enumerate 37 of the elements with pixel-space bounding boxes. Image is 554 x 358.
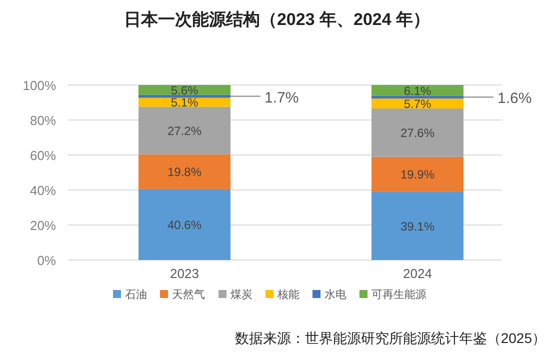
- y-tick-label: 60%: [30, 148, 56, 163]
- data-label: 19.8%: [167, 165, 202, 180]
- data-label: 5.7%: [404, 96, 432, 111]
- legend-label: 石油: [125, 288, 147, 301]
- y-tick-label: 80%: [30, 113, 56, 128]
- bar: [138, 188, 230, 260]
- source-note: 数据来源：世界能源研究所能源统计年鉴（2025）: [234, 330, 546, 346]
- y-tick-label: 20%: [30, 218, 56, 233]
- data-label: 39.1%: [400, 219, 435, 234]
- y-tick-label: 0%: [37, 253, 56, 268]
- data-label: 5.1%: [170, 96, 198, 110]
- data-label: 6.1%: [404, 84, 432, 98]
- legend-label: 天然气: [172, 289, 205, 301]
- legend-label: 水电: [324, 288, 346, 301]
- data-label: 40.6%: [167, 218, 202, 232]
- bar: [372, 192, 464, 260]
- data-label: 19.9%: [400, 168, 435, 182]
- x-tick-label: 2023: [170, 266, 199, 281]
- legend-label: 核能: [276, 288, 300, 301]
- bar: [372, 108, 464, 157]
- legend-label: 可再生能源: [372, 288, 426, 301]
- data-label: 27.2%: [167, 124, 202, 138]
- data-label: 5.6%: [170, 83, 198, 98]
- chart-title: 日本一次能源结构（2023 年、2024 年）: [124, 10, 430, 29]
- data-label: 1.6%: [498, 90, 532, 108]
- x-tick-label: 2024: [403, 266, 432, 281]
- bar: [138, 106, 230, 154]
- data-label: 1.7%: [264, 89, 299, 106]
- data-label: 27.6%: [400, 126, 435, 140]
- y-tick-label: 40%: [30, 183, 56, 198]
- y-tick-label: 100%: [22, 78, 56, 93]
- bar: [138, 85, 230, 95]
- bar: [372, 96, 464, 98]
- legend-label: 煤炭: [230, 288, 252, 301]
- bar: [138, 94, 230, 98]
- bar: [372, 156, 464, 192]
- bar: [138, 154, 230, 189]
